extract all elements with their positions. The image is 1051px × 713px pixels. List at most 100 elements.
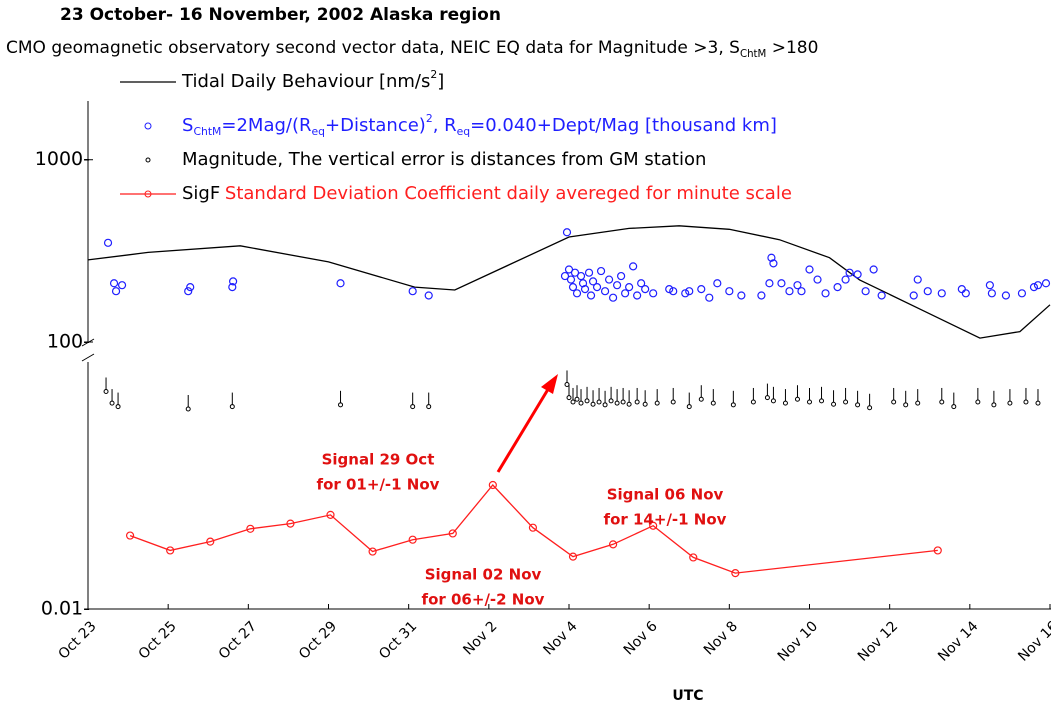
- point: [698, 385, 704, 402]
- point: [821, 289, 830, 298]
- point-dot: [596, 399, 602, 405]
- point-dot: [710, 400, 716, 406]
- point-dot: [1007, 400, 1013, 406]
- point: [843, 387, 849, 405]
- point-dot: [103, 388, 109, 394]
- point: [580, 285, 590, 294]
- line: [87, 225, 1051, 339]
- point: [410, 392, 416, 410]
- point-dot: [831, 401, 837, 407]
- text-part: 2: [426, 112, 433, 125]
- text-part: Standard Deviation Coefficient daily ave…: [225, 183, 792, 204]
- x-tick-label: Nov 6: [621, 618, 661, 658]
- point: [602, 390, 608, 408]
- point-dot: [730, 402, 736, 408]
- point: [206, 537, 215, 546]
- point: [913, 275, 922, 284]
- legend-marker: [144, 122, 152, 130]
- point: [629, 262, 638, 271]
- point: [730, 390, 736, 408]
- y-tick-label: 100-: [47, 331, 90, 353]
- point-dot: [608, 398, 614, 404]
- legend-marker: [145, 157, 151, 163]
- x-tick-label: Nov 12: [855, 618, 901, 664]
- point: [819, 386, 825, 404]
- point: [737, 291, 746, 300]
- point: [368, 547, 377, 556]
- point: [576, 271, 586, 281]
- annotation: for 06+/-2 Nov: [422, 591, 545, 609]
- point: [689, 553, 698, 562]
- point-dot: [578, 400, 584, 406]
- point: [103, 377, 109, 394]
- point-dot: [115, 404, 121, 410]
- y-tick-label: 1000-: [35, 148, 90, 170]
- point: [649, 521, 658, 530]
- text-part: =0.040+Dept/Mag [thousand km]: [470, 115, 777, 136]
- point: [767, 253, 776, 262]
- point: [951, 392, 957, 410]
- point: [566, 383, 572, 401]
- point: [109, 389, 115, 406]
- point: [326, 510, 335, 519]
- point: [793, 281, 802, 290]
- point-dot: [867, 405, 873, 411]
- point: [991, 390, 997, 408]
- point: [608, 540, 618, 549]
- point: [681, 289, 690, 298]
- point: [1001, 291, 1011, 300]
- point: [957, 285, 966, 294]
- point-dot: [991, 402, 997, 408]
- point: [572, 289, 582, 298]
- point: [1029, 283, 1039, 292]
- point: [528, 523, 538, 532]
- point: [685, 287, 694, 296]
- point: [566, 275, 576, 284]
- point-dot: [794, 396, 800, 402]
- point: [1033, 281, 1043, 290]
- point: [560, 271, 570, 281]
- point-dot: [654, 400, 660, 406]
- point: [654, 389, 660, 406]
- point-dot: [939, 399, 945, 405]
- annotation: Signal 06 Nov: [607, 486, 724, 504]
- point: [855, 390, 861, 408]
- x-tick-label: Nov 8: [701, 618, 741, 658]
- text-part: 2: [430, 68, 437, 81]
- point: [853, 270, 862, 279]
- point-dot: [566, 395, 572, 401]
- point: [649, 289, 658, 298]
- point: [109, 279, 119, 288]
- point: [424, 291, 433, 300]
- line: [129, 484, 938, 574]
- text-part: +Distance): [325, 115, 426, 136]
- point: [584, 386, 590, 404]
- point-dot: [819, 398, 825, 404]
- point: [891, 387, 897, 405]
- point: [614, 389, 620, 406]
- point: [1035, 389, 1041, 406]
- x-tick-label: Nov 4: [541, 618, 581, 658]
- point-dot: [634, 399, 640, 405]
- point: [184, 287, 193, 296]
- point: [987, 289, 996, 298]
- point-dot: [584, 398, 590, 404]
- point: [785, 287, 794, 296]
- point-dot: [843, 399, 849, 405]
- x-tick-label: Nov 14: [935, 618, 981, 664]
- point: [166, 546, 175, 555]
- point: [229, 392, 235, 410]
- text-part: CMO geomagnetic observatory second vecto…: [6, 38, 740, 58]
- point: [637, 279, 646, 288]
- point: [797, 287, 806, 296]
- x-axis-label: UTC: [672, 688, 703, 704]
- point: [923, 287, 932, 296]
- point-dot: [686, 404, 692, 410]
- point-dot: [1023, 399, 1029, 405]
- point: [937, 289, 946, 298]
- x-tick-label: Oct 29: [296, 618, 340, 662]
- point: [570, 387, 576, 405]
- point: [568, 283, 578, 292]
- point-dot: [590, 401, 596, 407]
- point: [604, 275, 614, 284]
